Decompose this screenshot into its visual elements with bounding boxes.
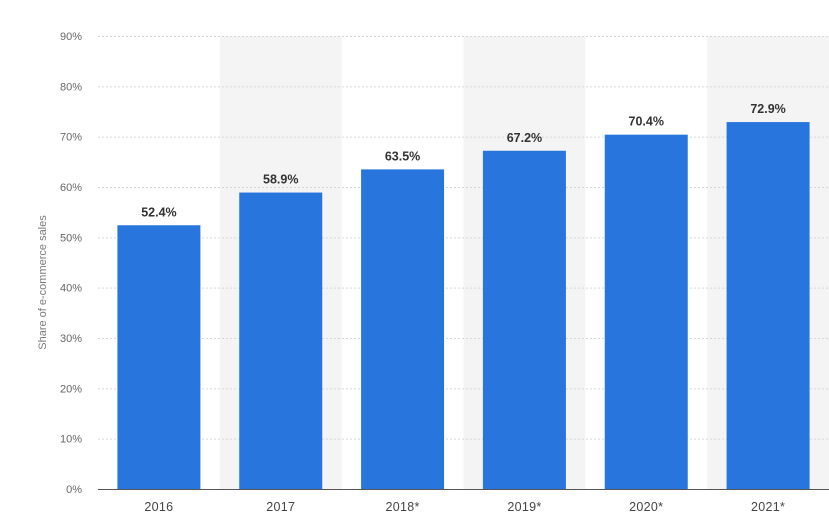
y-axis-title: Share of e-commerce sales <box>37 215 49 350</box>
value-label: 70.4% <box>629 115 664 129</box>
value-label: 72.9% <box>750 102 785 116</box>
y-tick-label: 0% <box>66 484 82 496</box>
x-tick-label: 2021* <box>751 500 785 514</box>
value-label: 63.5% <box>385 149 420 163</box>
y-tick-label: 20% <box>60 383 82 395</box>
value-label: 52.4% <box>141 205 176 219</box>
x-axis-ticks: 2016 2017 2018* 2019* 2020* 2021* <box>144 500 785 514</box>
y-tick-label: 30% <box>60 333 82 345</box>
bar <box>726 122 810 489</box>
bar <box>482 150 566 489</box>
y-tick-label: 50% <box>60 232 82 244</box>
x-tick-label: 2019* <box>507 500 541 514</box>
bar <box>239 192 323 489</box>
y-tick-label: 60% <box>60 182 82 194</box>
y-tick-label: 40% <box>60 283 82 295</box>
y-tick-label: 10% <box>60 434 82 446</box>
bar <box>361 169 445 489</box>
x-tick-label: 2020* <box>629 500 663 514</box>
y-tick-label: 90% <box>60 31 82 43</box>
x-tick-label: 2017 <box>266 500 295 514</box>
value-label: 58.9% <box>263 173 298 187</box>
bars <box>117 122 810 490</box>
bar <box>604 134 688 490</box>
y-axis-ticks: 0% 10% 20% 30% 40% 50% 60% 70% 80% 90% <box>60 31 82 496</box>
y-tick-label: 80% <box>60 81 82 93</box>
gridlines <box>98 36 829 440</box>
bar <box>117 225 201 489</box>
y-tick-label: 70% <box>60 132 82 144</box>
value-labels: 52.4% 58.9% 63.5% 67.2% 70.4% 72.9% <box>141 102 786 219</box>
x-tick-label: 2016 <box>144 500 173 514</box>
value-label: 67.2% <box>507 131 542 145</box>
x-tick-label: 2018* <box>385 500 419 514</box>
